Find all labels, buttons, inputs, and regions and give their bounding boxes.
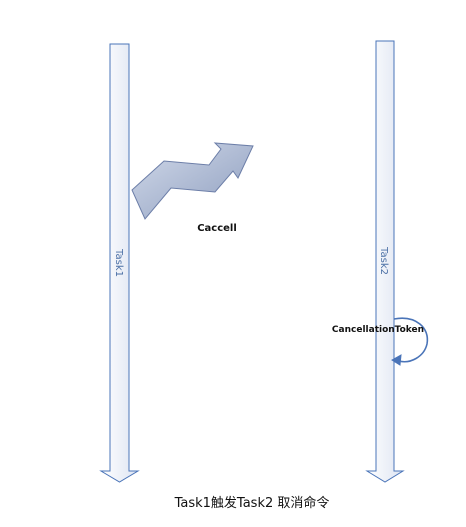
task2-label: Task2: [378, 246, 389, 275]
task2-lifeline-arrow: [365, 40, 405, 483]
cancel-zigzag-arrow: Caccell: [131, 142, 254, 234]
diagram-caption: Task1触发Task2 取消命令: [174, 495, 330, 511]
cancel-message-label: Caccell: [197, 223, 237, 234]
cancellation-token-loop: CancellationToken: [332, 317, 429, 366]
task1-label: Task1: [113, 248, 124, 277]
task1-lifeline: Task1: [99, 43, 140, 483]
zigzag-arrow-icon: [131, 142, 254, 220]
cancellation-token-label: CancellationToken: [332, 325, 424, 335]
loop-arrowhead-icon: [391, 354, 402, 366]
task2-lifeline: Task2: [365, 40, 405, 483]
loop-arrow-icon: [393, 317, 429, 363]
task1-lifeline-arrow: [99, 43, 140, 483]
